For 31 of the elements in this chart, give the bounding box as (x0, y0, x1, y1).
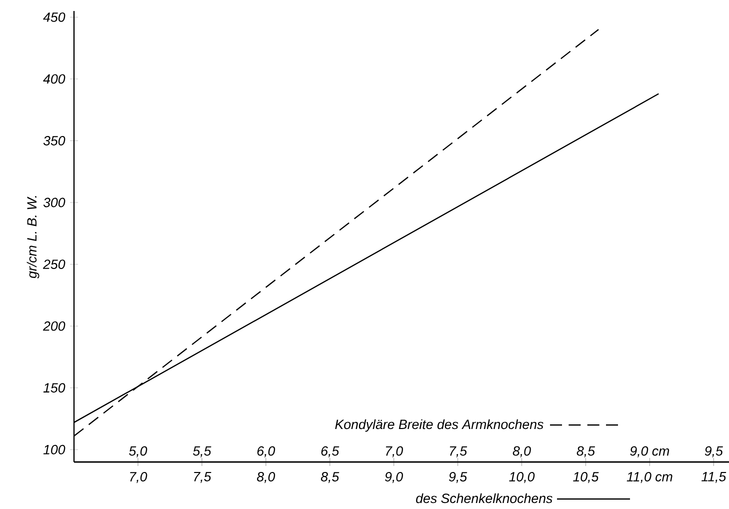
x2-tick-label: 6,0 (257, 446, 276, 458)
x-tick-label: 11,0 cm (626, 472, 672, 484)
x2-tick-label: 7,5 (450, 446, 468, 458)
y-tick-label: 150 (43, 383, 66, 393)
x2-tick-label: 6,5 (321, 446, 340, 458)
x-axis-title: des Schenkelknochens (416, 493, 552, 504)
x2-tick-label: 9,5 (704, 446, 723, 458)
x-tick-label: 10,5 (573, 472, 599, 484)
y-tick-label: 350 (43, 136, 66, 146)
x-tick-label: 7,5 (194, 472, 212, 483)
x-tick-label: 11,5 (702, 472, 726, 483)
y-tick-label: 300 (43, 198, 66, 208)
x-tick-label: 9,5 (448, 472, 468, 484)
x-tick-label: 9,0 (385, 472, 403, 484)
y-tick-label: 100 (43, 444, 66, 454)
x-tick-label: 8,5 (320, 472, 340, 484)
x-tick-label: 10,0 (509, 472, 535, 484)
y-tick-label: 450 (43, 12, 66, 22)
x2-tick-label: 5,5 (192, 446, 212, 458)
x2-tick-label: 8,0 (512, 446, 531, 458)
x2-axis-title: Kondyläre Breite des Armknochens (335, 419, 544, 432)
y-tick-label: 400 (43, 74, 66, 84)
y-tick-label: 200 (42, 321, 66, 331)
x2-tick-label: 8,5 (576, 446, 596, 458)
x-tick-label: 8,0 (256, 472, 276, 484)
y-axis-title: gr/cm L. B. W. (26, 196, 40, 278)
y-tick-label: 250 (42, 260, 66, 270)
x2-tick-label: 9,0 cm (630, 446, 670, 458)
x2-tick-label: 7,0 (386, 446, 403, 458)
x2-tick-label: 5,0 (128, 446, 148, 458)
x-tick-label: 7,0 (130, 472, 148, 484)
